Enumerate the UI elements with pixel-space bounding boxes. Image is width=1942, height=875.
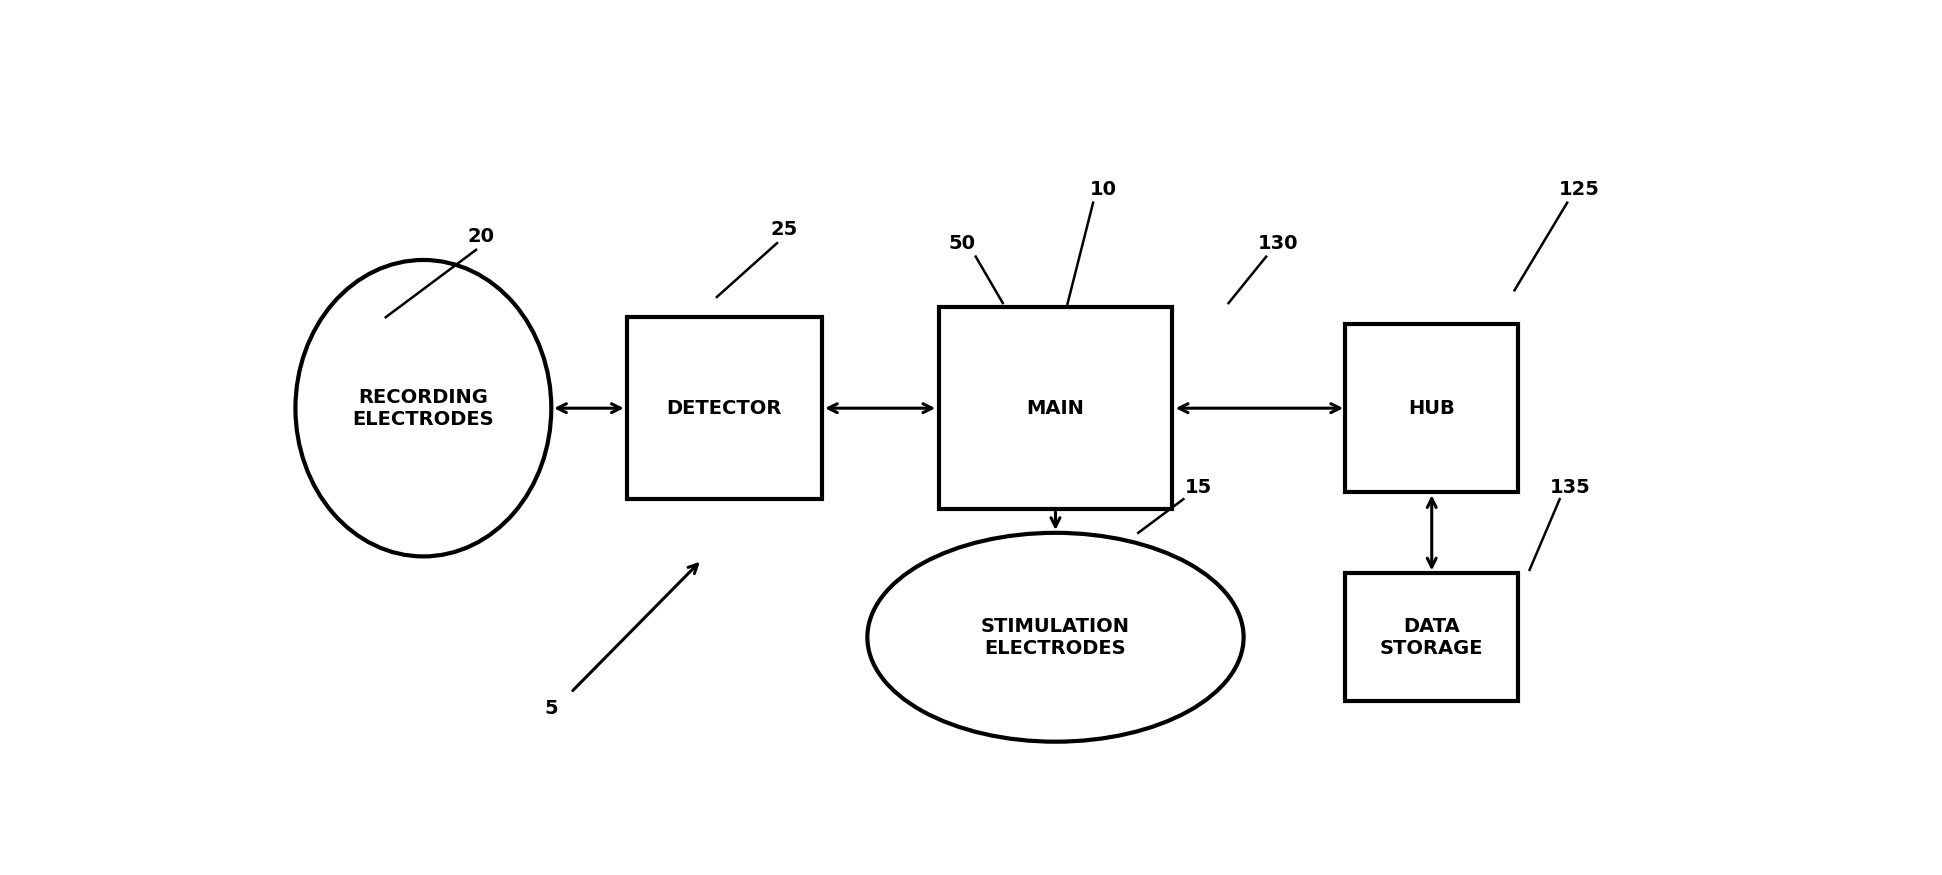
FancyArrowPatch shape — [557, 403, 619, 413]
Text: DETECTOR: DETECTOR — [666, 399, 783, 417]
FancyArrowPatch shape — [1179, 403, 1340, 413]
FancyArrowPatch shape — [1051, 512, 1060, 527]
Text: HUB: HUB — [1408, 399, 1455, 417]
Text: 25: 25 — [771, 220, 798, 239]
Text: 15: 15 — [1185, 479, 1212, 497]
Text: 5: 5 — [544, 698, 557, 717]
Text: 130: 130 — [1258, 234, 1299, 253]
Text: 20: 20 — [466, 227, 493, 246]
Text: 50: 50 — [948, 234, 975, 253]
Text: 125: 125 — [1559, 179, 1600, 199]
Text: STIMULATION
ELECTRODES: STIMULATION ELECTRODES — [981, 617, 1130, 658]
FancyArrowPatch shape — [829, 403, 932, 413]
Text: DATA
STORAGE: DATA STORAGE — [1381, 617, 1484, 658]
Text: MAIN: MAIN — [1027, 399, 1084, 417]
Text: RECORDING
ELECTRODES: RECORDING ELECTRODES — [353, 388, 493, 429]
FancyArrowPatch shape — [1427, 499, 1437, 567]
FancyArrowPatch shape — [573, 564, 697, 690]
Text: 135: 135 — [1550, 479, 1590, 497]
Text: 10: 10 — [1089, 179, 1117, 199]
